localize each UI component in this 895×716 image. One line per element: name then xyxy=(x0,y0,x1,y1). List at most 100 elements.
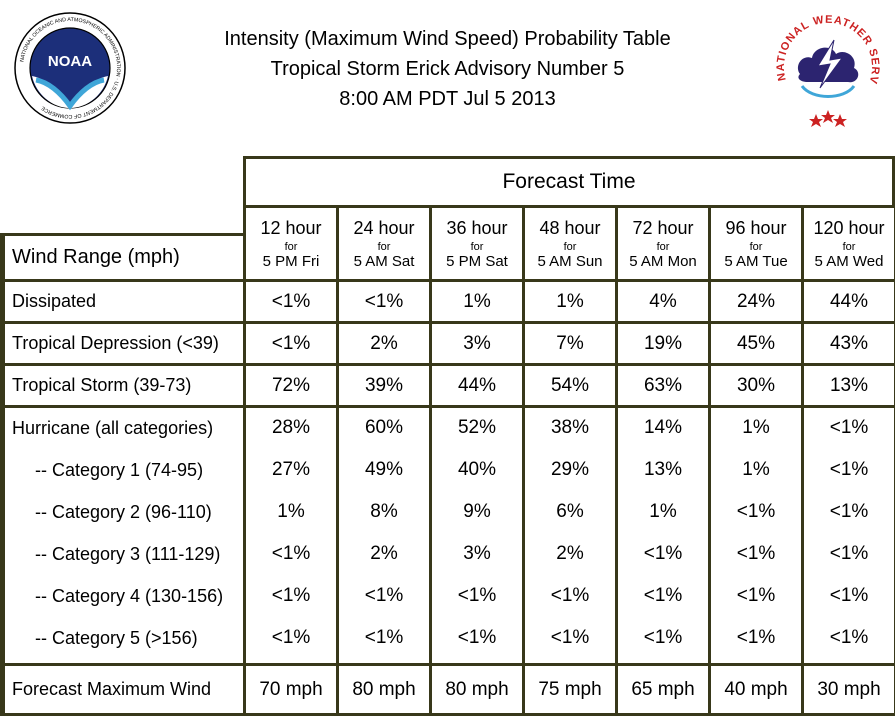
column-header-for: for xyxy=(749,240,763,253)
noaa-logo: NOAA NATIONAL OCEANIC AND ATMOSPHERIC AD… xyxy=(14,12,126,124)
probability-cell: 7% xyxy=(525,324,615,363)
column-header-hours: 36 hour xyxy=(446,217,508,238)
column-header-72-hour: 72 hour for 5 AM Mon xyxy=(618,208,708,279)
probability-cell: 30% xyxy=(711,366,801,405)
probability-cell: <1% xyxy=(736,501,776,522)
probability-cell: <1% xyxy=(271,627,311,648)
column-header-for: for xyxy=(284,240,298,253)
column-header-when: 5 AM Sun xyxy=(537,252,603,270)
max-wind-cell: 75 mph xyxy=(525,666,615,713)
probability-cell: 44% xyxy=(432,366,522,405)
column-header-for: for xyxy=(842,240,856,253)
max-wind-cell: 80 mph xyxy=(432,666,522,713)
category-row-label: -- Category 3 (111-129) xyxy=(35,543,221,564)
column-header-for: for xyxy=(563,240,577,253)
probability-cell: <1% xyxy=(643,543,683,564)
column-header-for: for xyxy=(470,240,484,253)
max-wind-label: Forecast Maximum Wind xyxy=(5,666,243,713)
probability-cell: <1% xyxy=(364,585,404,606)
probability-cell: <1% xyxy=(829,627,869,648)
probability-cell: 13% xyxy=(643,459,683,480)
hurricane-label-block xyxy=(5,408,243,663)
probability-cell: 43% xyxy=(804,324,894,363)
max-wind-cell: 70 mph xyxy=(246,666,336,713)
hurricane-value-block xyxy=(339,408,429,663)
probability-cell: 38% xyxy=(550,417,590,438)
column-header-when: 5 AM Tue xyxy=(724,252,788,270)
probability-cell: 44% xyxy=(804,282,894,321)
hurricane-row-label: Hurricane (all categories) xyxy=(12,417,214,438)
category-row-label: -- Category 1 (74-95) xyxy=(35,459,204,480)
max-wind-cell: 40 mph xyxy=(711,666,801,713)
probability-cell: <1% xyxy=(271,585,311,606)
column-header-120-hour: 120 hour for 5 AM Wed xyxy=(804,208,894,279)
probability-cell: 1% xyxy=(649,501,677,522)
column-header-hours: 96 hour xyxy=(725,217,787,238)
probability-cell: <1% xyxy=(271,543,311,564)
probability-cell: <1% xyxy=(246,282,336,321)
column-header-for: for xyxy=(656,240,670,253)
probability-cell: 2% xyxy=(339,324,429,363)
probability-cell: 27% xyxy=(271,459,311,480)
probability-cell: 52% xyxy=(457,417,497,438)
column-header-when: 5 PM Fri xyxy=(262,252,320,270)
probability-cell: 4% xyxy=(618,282,708,321)
probability-cell: <1% xyxy=(829,543,869,564)
column-header-hours: 72 hour xyxy=(632,217,694,238)
probability-cell: 2% xyxy=(370,543,398,564)
probability-cell: 1% xyxy=(432,282,522,321)
max-wind-cell: 65 mph xyxy=(618,666,708,713)
probability-cell: <1% xyxy=(364,627,404,648)
probability-cell: 1% xyxy=(742,417,770,438)
row-label: Tropical Storm (39-73) xyxy=(5,366,243,405)
probability-cell: 63% xyxy=(618,366,708,405)
svg-text:NOAA: NOAA xyxy=(48,53,92,70)
max-wind-cell: 80 mph xyxy=(339,666,429,713)
probability-cell: 3% xyxy=(432,324,522,363)
probability-cell: <1% xyxy=(736,585,776,606)
probability-cell: 3% xyxy=(463,543,491,564)
column-header-48-hour: 48 hour for 5 AM Sun xyxy=(525,208,615,279)
probability-cell: <1% xyxy=(829,459,869,480)
storm-advisory-title: Tropical Storm Erick Advisory Number 5 xyxy=(270,58,625,80)
category-row-label: -- Category 4 (130-156) xyxy=(35,585,224,606)
probability-cell: 49% xyxy=(364,459,404,480)
hurricane-value-block xyxy=(525,408,615,663)
probability-cell: 1% xyxy=(277,501,305,522)
column-header-hours: 24 hour xyxy=(353,217,415,238)
column-header-hours: 12 hour xyxy=(260,217,322,238)
column-header-24-hour: 24 hour for 5 AM Sat xyxy=(339,208,429,279)
column-header-when: 5 AM Sat xyxy=(353,252,415,270)
probability-cell: <1% xyxy=(457,585,497,606)
probability-cell: <1% xyxy=(457,627,497,648)
probability-cell: <1% xyxy=(550,627,590,648)
hurricane-value-block xyxy=(711,408,801,663)
column-header-for: for xyxy=(377,240,391,253)
row-label: Dissipated xyxy=(5,282,243,321)
probability-cell: 39% xyxy=(339,366,429,405)
hurricane-value-block xyxy=(432,408,522,663)
probability-cell: 2% xyxy=(556,543,584,564)
column-header-36-hour: 36 hour for 5 PM Sat xyxy=(432,208,522,279)
probability-cell: 28% xyxy=(271,417,311,438)
probability-cell: 24% xyxy=(711,282,801,321)
probability-cell: 60% xyxy=(364,417,404,438)
probability-cell: 14% xyxy=(643,417,683,438)
probability-cell: <1% xyxy=(550,585,590,606)
probability-cell: 72% xyxy=(246,366,336,405)
forecast-time-header: Forecast Time xyxy=(246,159,892,205)
column-header-when: 5 PM Sat xyxy=(446,252,508,270)
probability-cell: <1% xyxy=(339,282,429,321)
probability-cell: <1% xyxy=(736,627,776,648)
column-header-hours: 120 hour xyxy=(813,217,885,238)
wind-range-header: Wind Range (mph) xyxy=(5,236,243,279)
page-title: Intensity (Maximum Wind Speed) Probabili… xyxy=(224,28,671,50)
probability-cell: 19% xyxy=(618,324,708,363)
probability-cell: 1% xyxy=(742,459,770,480)
hurricane-value-block xyxy=(804,408,894,663)
probability-cell: <1% xyxy=(829,501,869,522)
category-row-label: -- Category 5 (>156) xyxy=(35,627,198,648)
column-header-12-hour: 12 hour for 5 PM Fri xyxy=(246,208,336,279)
column-header-when: 5 AM Wed xyxy=(814,252,884,270)
category-row-label: -- Category 2 (96-110) xyxy=(35,501,212,522)
